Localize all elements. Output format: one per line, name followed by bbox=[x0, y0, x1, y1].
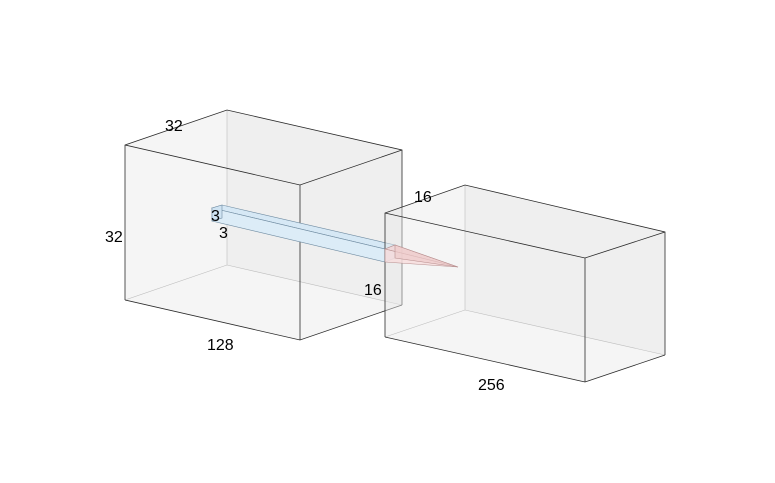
input-block-hidden-edge bbox=[124, 264, 228, 301]
output-width-label: 256 bbox=[478, 377, 505, 394]
output-block bbox=[384, 184, 666, 383]
output-block-side-face bbox=[585, 232, 665, 382]
input-block bbox=[124, 109, 403, 341]
output-block-back-face bbox=[465, 185, 665, 355]
input-height-label: 32 bbox=[105, 229, 123, 246]
output-depth-label: 16 bbox=[414, 189, 432, 206]
kernel-end-face bbox=[211, 204, 223, 222]
output-block-hidden-edge bbox=[384, 309, 466, 338]
input-depth-label: 32 bbox=[165, 118, 183, 135]
output-block-hidden-edge bbox=[464, 309, 666, 356]
input-block-back-face bbox=[227, 110, 402, 305]
input-block-hidden-edge bbox=[226, 264, 403, 306]
projection-pyramid bbox=[384, 244, 459, 268]
kernel-height-label: 3 bbox=[211, 208, 220, 225]
output-block-top-face bbox=[385, 185, 665, 258]
input-block-outline bbox=[124, 109, 403, 305]
input-width-label: 128 bbox=[207, 337, 234, 354]
output-block-front-face bbox=[385, 213, 585, 382]
output-height-label: 16 bbox=[364, 282, 382, 299]
kernel-width-label: 3 bbox=[219, 225, 228, 242]
input-block-front-face bbox=[125, 145, 300, 340]
projection-side-face bbox=[394, 244, 459, 268]
input-block-top-face bbox=[125, 110, 402, 185]
